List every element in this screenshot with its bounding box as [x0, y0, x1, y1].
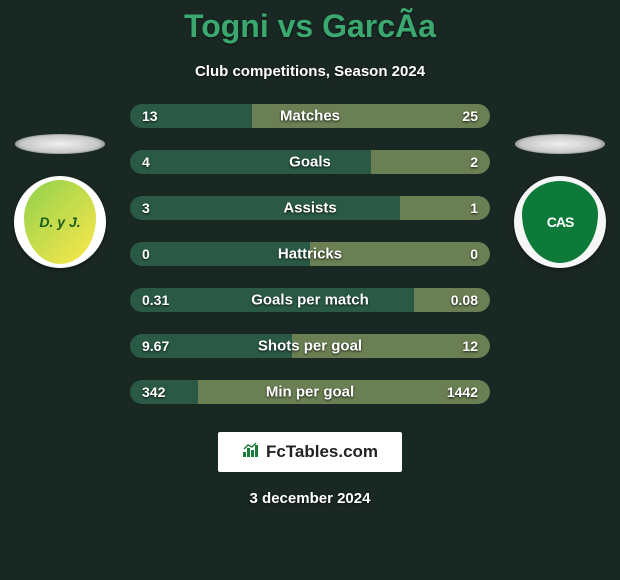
- stat-label: Matches: [280, 108, 340, 125]
- stat-label: Hattricks: [278, 246, 342, 263]
- chart-icon: [242, 442, 260, 462]
- stat-label: Goals per match: [251, 292, 369, 309]
- stat-right-value: 25: [462, 108, 478, 124]
- stat-left-value: 3: [142, 200, 150, 216]
- stats-bars: 13 25 Matches 4 2 Goals 3 1 Assists 0 0 Hattricks 0.…: [130, 104, 490, 404]
- stat-row: 0.31 0.08 Goals per match: [130, 288, 490, 312]
- stat-right-value: 0.08: [451, 292, 478, 308]
- brand-text: FcTables.com: [266, 442, 378, 462]
- stat-left-value: 0: [142, 246, 150, 262]
- brand-logo[interactable]: FcTables.com: [218, 432, 402, 472]
- stat-left-value: 9.67: [142, 338, 169, 354]
- comparison-card: Togni vs GarcÃa Club competitions, Seaso…: [0, 0, 620, 580]
- left-club-badge-inner: D. y J.: [24, 180, 96, 264]
- stat-right-value: 0: [470, 246, 478, 262]
- stat-right-value: 1442: [447, 384, 478, 400]
- stat-row: 3 1 Assists: [130, 196, 490, 220]
- stat-label: Shots per goal: [258, 338, 362, 355]
- left-player-col: D. y J.: [10, 104, 110, 268]
- stat-left-fill: [130, 150, 371, 174]
- stat-right-value: 2: [470, 154, 478, 170]
- stat-left-value: 13: [142, 108, 158, 124]
- page-title: Togni vs GarcÃa: [184, 8, 436, 45]
- footer-date: 3 december 2024: [250, 490, 371, 507]
- stat-label: Min per goal: [266, 384, 354, 401]
- stat-left-value: 342: [142, 384, 165, 400]
- stat-label: Assists: [283, 200, 336, 217]
- main-area: D. y J. 13 25 Matches 4 2 Goals 3 1 Assists 0 0 Hat…: [0, 104, 620, 404]
- right-club-badge: CAS: [514, 176, 606, 268]
- right-club-badge-inner: CAS: [522, 181, 598, 263]
- player-shadow: [15, 134, 105, 154]
- subtitle: Club competitions, Season 2024: [195, 63, 425, 80]
- left-club-badge: D. y J.: [14, 176, 106, 268]
- stat-row: 4 2 Goals: [130, 150, 490, 174]
- stat-row: 9.67 12 Shots per goal: [130, 334, 490, 358]
- player-shadow: [515, 134, 605, 154]
- stat-row: 13 25 Matches: [130, 104, 490, 128]
- right-player-col: CAS: [510, 104, 610, 268]
- stat-left-fill: [130, 196, 400, 220]
- stat-row: 0 0 Hattricks: [130, 242, 490, 266]
- stat-label: Goals: [289, 154, 331, 171]
- stat-right-value: 12: [462, 338, 478, 354]
- stat-left-value: 4: [142, 154, 150, 170]
- stat-left-value: 0.31: [142, 292, 169, 308]
- stat-row: 342 1442 Min per goal: [130, 380, 490, 404]
- stat-right-value: 1: [470, 200, 478, 216]
